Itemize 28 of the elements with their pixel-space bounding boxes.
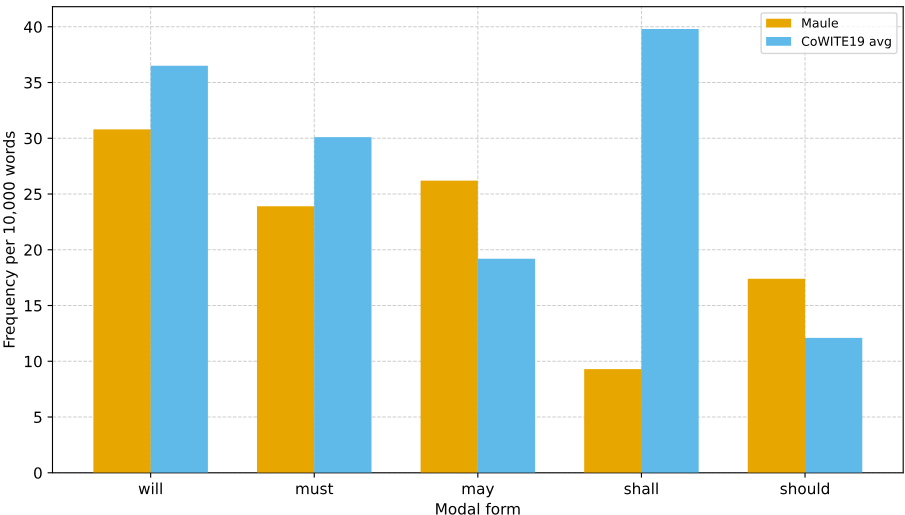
bar (641, 28, 699, 473)
y-tick-label: 15 (25, 300, 42, 312)
y-tick-label: 35 (24, 76, 42, 89)
x-axis-title: Modal form (436, 502, 520, 515)
bar (805, 338, 862, 473)
bar (584, 369, 642, 473)
y-tick-label: 25 (24, 188, 42, 200)
bar (150, 66, 208, 473)
x-tick-label: may (462, 486, 494, 498)
y-tick-label: 20 (24, 244, 42, 256)
y-tick-label: 30 (24, 132, 42, 144)
legend-label: CoWITE19 avg (802, 36, 891, 48)
bar (420, 180, 478, 473)
bar (478, 258, 536, 473)
y-tick-label: 10 (25, 356, 42, 368)
bar (256, 206, 314, 473)
y-tick-label: 40 (24, 21, 42, 33)
y-axis-title: Frequency per 10,000 words (2, 132, 18, 348)
legend-label: Maule (802, 18, 838, 28)
bar (93, 129, 151, 473)
x-tick-label: will (138, 482, 162, 494)
x-tick-label: must (296, 483, 334, 494)
x-tick-label: should (780, 482, 829, 494)
y-tick-label: 0 (34, 467, 42, 479)
bar (314, 137, 372, 473)
y-tick-label: 5 (34, 412, 42, 424)
x-tick-label: shall (624, 482, 658, 494)
bar (748, 278, 806, 473)
